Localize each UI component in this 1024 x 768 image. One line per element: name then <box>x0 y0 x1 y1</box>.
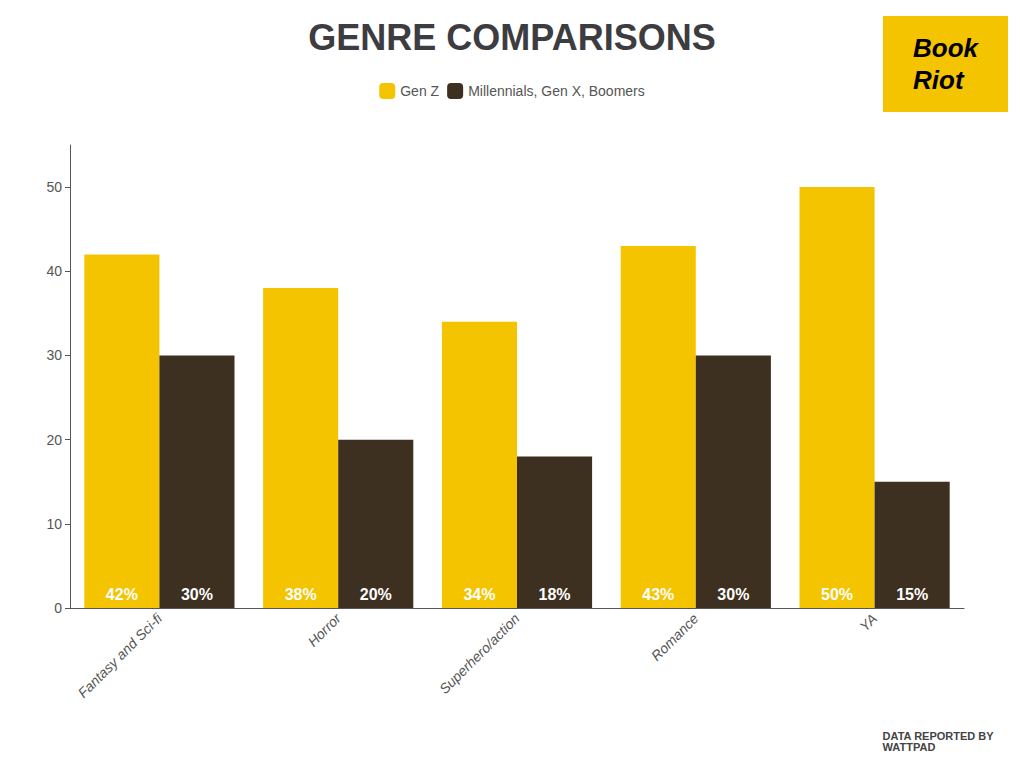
svg-text:40: 40 <box>46 263 62 279</box>
svg-text:GENRE COMPARISONS: GENRE COMPARISONS <box>308 17 715 58</box>
svg-text:30: 30 <box>46 347 62 363</box>
svg-text:DATA REPORTED BY: DATA REPORTED BY <box>882 729 994 742</box>
svg-text:10: 10 <box>46 516 62 532</box>
svg-text:Horror: Horror <box>305 609 345 649</box>
svg-text:Riot: Riot <box>913 65 965 95</box>
svg-text:20%: 20% <box>360 586 392 603</box>
svg-text:30%: 30% <box>717 586 749 603</box>
svg-text:Fantasy and Sci-fi: Fantasy and Sci-fi <box>75 610 166 701</box>
svg-text:WATTPAD: WATTPAD <box>883 741 936 753</box>
svg-text:50: 50 <box>46 179 62 195</box>
svg-text:42%: 42% <box>106 586 138 603</box>
svg-text:38%: 38% <box>285 586 317 603</box>
svg-text:15%: 15% <box>896 586 928 603</box>
svg-text:Book: Book <box>913 33 980 63</box>
svg-text:43%: 43% <box>642 586 674 603</box>
svg-text:18%: 18% <box>539 586 571 603</box>
svg-text:34%: 34% <box>463 586 495 603</box>
svg-text:YA: YA <box>856 610 880 634</box>
svg-text:20: 20 <box>46 432 62 448</box>
svg-text:Gen Z: Gen Z <box>400 83 439 99</box>
svg-text:Romance: Romance <box>648 610 702 664</box>
svg-text:Millennials, Gen X, Boomers: Millennials, Gen X, Boomers <box>468 83 645 99</box>
svg-text:0: 0 <box>54 600 62 616</box>
svg-text:30%: 30% <box>181 586 213 603</box>
svg-text:Superhero/action: Superhero/action <box>436 610 523 697</box>
svg-text:50%: 50% <box>821 586 853 603</box>
